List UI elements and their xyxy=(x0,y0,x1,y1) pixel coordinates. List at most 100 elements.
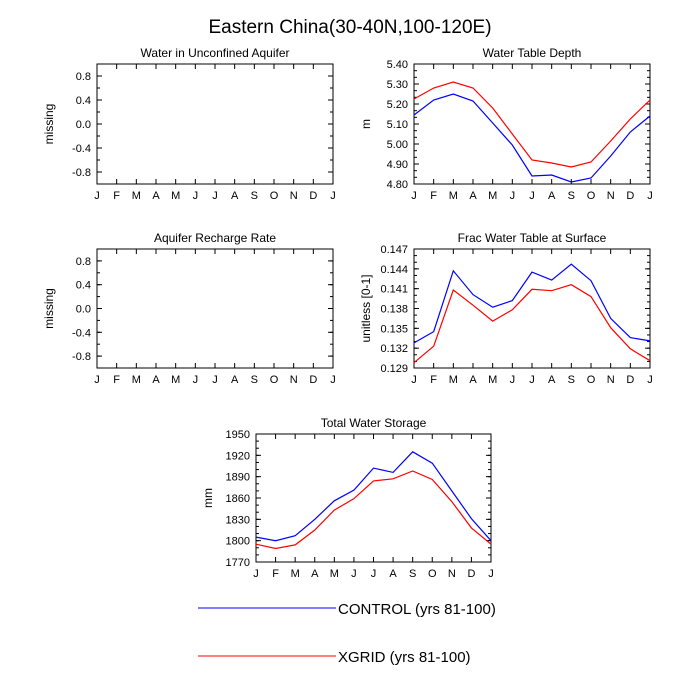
x-tick-label: S xyxy=(251,190,258,202)
y-tick-label: 0.0 xyxy=(76,304,91,316)
plot-frame xyxy=(413,63,651,185)
x-tick-label: N xyxy=(607,374,615,386)
x-tick-label: J xyxy=(212,374,218,386)
x-tick-label: N xyxy=(290,190,298,202)
x-tick-label: D xyxy=(309,190,317,202)
x-tick-label: M xyxy=(132,374,141,386)
x-tick-label: N xyxy=(448,568,456,580)
y-tick-label: 4.90 xyxy=(387,159,408,171)
x-tick-label: O xyxy=(270,190,279,202)
x-tick-label: J xyxy=(330,190,336,202)
chart-title: Frac Water Table at Surface xyxy=(458,231,607,245)
x-tick-label: D xyxy=(626,190,634,202)
plot-frame xyxy=(96,248,334,369)
x-tick-label: A xyxy=(231,374,239,386)
legend: CONTROL (yrs 81-100) XGRID (yrs 81-100) xyxy=(198,601,496,666)
x-tick-label: O xyxy=(587,374,596,386)
chart-title: Total Water Storage xyxy=(321,416,427,430)
y-tick-label: -0.4 xyxy=(72,327,91,339)
x-tick-label: J xyxy=(94,190,100,202)
y-tick-label: 5.40 xyxy=(387,59,408,71)
x-tick-label: F xyxy=(430,374,437,386)
x-tick-label: J xyxy=(411,374,417,386)
y-axis-label: m xyxy=(359,119,373,129)
y-tick-label: -0.8 xyxy=(72,351,91,363)
x-tick-label: A xyxy=(152,374,160,386)
x-tick-label: J xyxy=(94,374,100,386)
x-tick-label: A xyxy=(548,190,556,202)
x-tick-label: M xyxy=(171,374,180,386)
x-tick-label: A xyxy=(311,568,319,580)
y-tick-label: -0.8 xyxy=(72,167,91,179)
x-tick-label: M xyxy=(488,190,497,202)
x-tick-label: J xyxy=(529,190,535,202)
series-line-xgrid xyxy=(413,81,651,168)
x-tick-label: A xyxy=(469,190,477,202)
x-tick-label: D xyxy=(626,374,634,386)
y-tick-label: 1890 xyxy=(226,472,250,484)
x-tick-label: J xyxy=(330,374,336,386)
x-tick-label: J xyxy=(529,374,535,386)
x-tick-label: D xyxy=(467,568,475,580)
y-tick-label: 0.144 xyxy=(380,264,408,276)
legend-label-control: CONTROL (yrs 81-100) xyxy=(338,601,496,618)
y-tick-label: 0.141 xyxy=(380,284,408,296)
chart-title: Water in Unconfined Aquifer xyxy=(141,46,290,60)
x-tick-label: J xyxy=(212,190,218,202)
y-tick-label: 0.129 xyxy=(380,363,408,375)
x-tick-label: M xyxy=(449,374,458,386)
x-tick-label: S xyxy=(409,568,416,580)
plot-frame xyxy=(413,248,651,369)
y-tick-label: 5.30 xyxy=(387,79,408,91)
x-tick-label: J xyxy=(193,190,199,202)
chart-title: Aquifer Recharge Rate xyxy=(154,231,276,245)
x-tick-label: J xyxy=(351,568,357,580)
y-tick-label: 1770 xyxy=(226,557,250,569)
y-tick-label: 1860 xyxy=(226,493,250,505)
y-axis-label: mm xyxy=(201,488,215,508)
x-tick-label: D xyxy=(309,374,317,386)
x-tick-label: N xyxy=(290,374,298,386)
x-tick-label: F xyxy=(113,190,120,202)
plot-frame xyxy=(96,63,334,185)
x-tick-label: O xyxy=(270,374,279,386)
y-tick-label: 5.10 xyxy=(387,119,408,131)
y-tick-label: 5.00 xyxy=(387,139,408,151)
y-tick-label: 0.132 xyxy=(380,343,408,355)
y-tick-label: 1920 xyxy=(226,450,250,462)
x-tick-label: J xyxy=(488,568,494,580)
y-tick-label: 1950 xyxy=(226,429,250,441)
series-line-control xyxy=(413,263,651,344)
y-tick-label: 0.4 xyxy=(76,280,91,292)
x-tick-label: A xyxy=(152,190,160,202)
x-tick-label: M xyxy=(488,374,497,386)
series-line-control xyxy=(413,93,651,183)
y-tick-label: 4.80 xyxy=(387,179,408,191)
legend-label-xgrid: XGRID (yrs 81-100) xyxy=(338,649,471,666)
x-tick-label: A xyxy=(231,190,239,202)
y-tick-label: 5.20 xyxy=(387,99,408,111)
y-tick-label: 0.135 xyxy=(380,323,408,335)
x-tick-label: O xyxy=(587,190,596,202)
x-tick-label: N xyxy=(607,190,615,202)
x-tick-label: O xyxy=(428,568,437,580)
x-tick-label: M xyxy=(330,568,339,580)
y-axis-label: missing xyxy=(42,104,56,145)
x-tick-label: F xyxy=(430,190,437,202)
y-axis-label: missing xyxy=(42,288,56,329)
x-tick-label: J xyxy=(193,374,199,386)
series-line-control xyxy=(255,451,492,542)
x-tick-label: S xyxy=(251,374,258,386)
y-tick-label: 1830 xyxy=(226,514,250,526)
y-tick-label: 0.4 xyxy=(76,95,91,107)
y-tick-label: 0.138 xyxy=(380,304,408,316)
x-tick-label: A xyxy=(548,374,556,386)
y-tick-label: 0.8 xyxy=(76,256,91,268)
series-line-xgrid xyxy=(413,284,651,364)
panel-frac-water-table-at-surface: Frac Water Table at Surface unitless [0-1… xyxy=(359,231,653,386)
x-tick-label: M xyxy=(291,568,300,580)
x-tick-label: M xyxy=(132,190,141,202)
